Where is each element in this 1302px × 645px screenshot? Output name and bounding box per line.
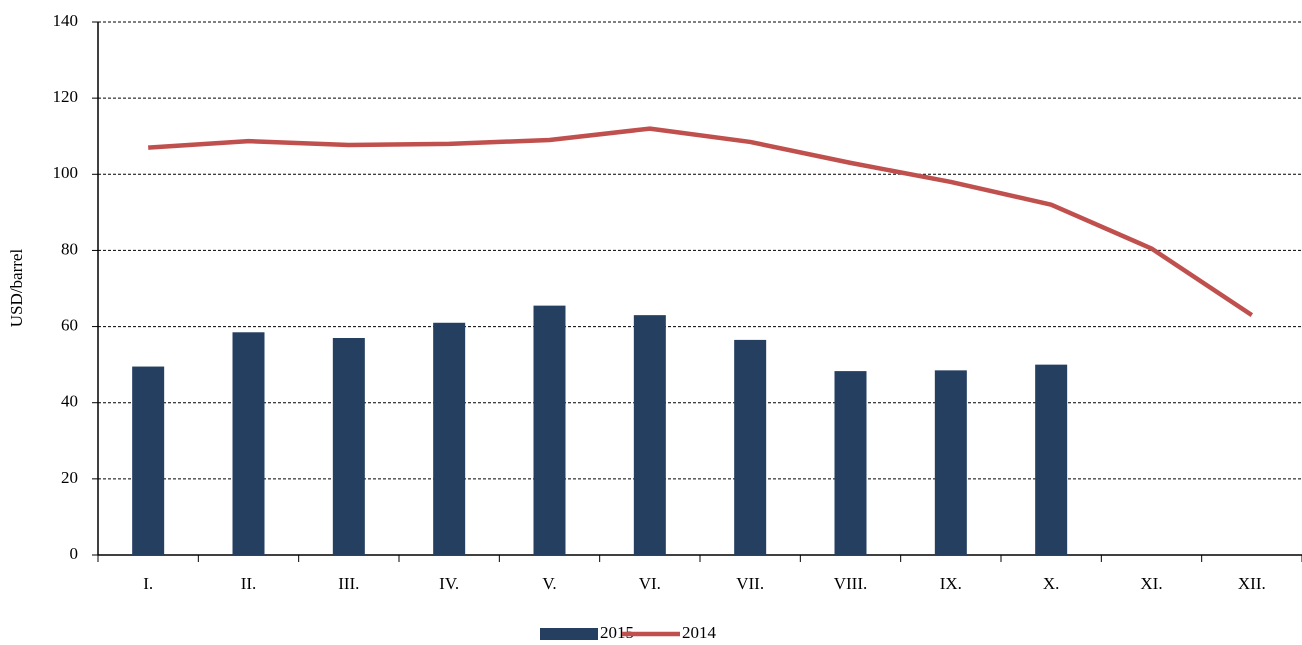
bar — [232, 332, 265, 555]
x-tick-label: X. — [1043, 574, 1060, 593]
y-tick-label: 120 — [53, 87, 79, 106]
bar — [533, 305, 566, 555]
x-tick-label: XII. — [1238, 574, 1266, 593]
x-tick-label: IX. — [940, 574, 962, 593]
bar — [132, 366, 165, 555]
x-tick-label: VI. — [639, 574, 661, 593]
bar — [332, 337, 365, 555]
y-tick-label: 100 — [53, 163, 79, 182]
y-tick-label: 80 — [61, 239, 78, 258]
y-tick-label: 20 — [61, 468, 78, 487]
bar — [633, 315, 666, 555]
x-tick-label: VII. — [736, 574, 764, 593]
legend-swatch — [540, 628, 598, 640]
legend-label: 2015 — [600, 623, 634, 642]
bar — [834, 371, 867, 555]
x-tick-label: XI. — [1140, 574, 1162, 593]
line — [148, 126, 1254, 318]
x-tick-label: VIII. — [834, 574, 868, 593]
x-tick-label: V. — [542, 574, 556, 593]
y-tick-label: 0 — [70, 544, 79, 563]
bar — [433, 322, 466, 555]
legend-label: 2014 — [682, 623, 717, 642]
x-tick-label: I. — [143, 574, 153, 593]
x-tick-label: II. — [241, 574, 257, 593]
bar — [934, 370, 967, 555]
x-tick-label: III. — [338, 574, 359, 593]
y-tick-label: 140 — [53, 11, 79, 30]
y-axis-label: USD/barrel — [7, 249, 26, 328]
y-tick-label: 60 — [61, 315, 78, 334]
x-tick-label: IV. — [439, 574, 459, 593]
bar — [1035, 364, 1068, 555]
bar — [734, 339, 767, 555]
y-tick-label: 40 — [61, 392, 78, 411]
